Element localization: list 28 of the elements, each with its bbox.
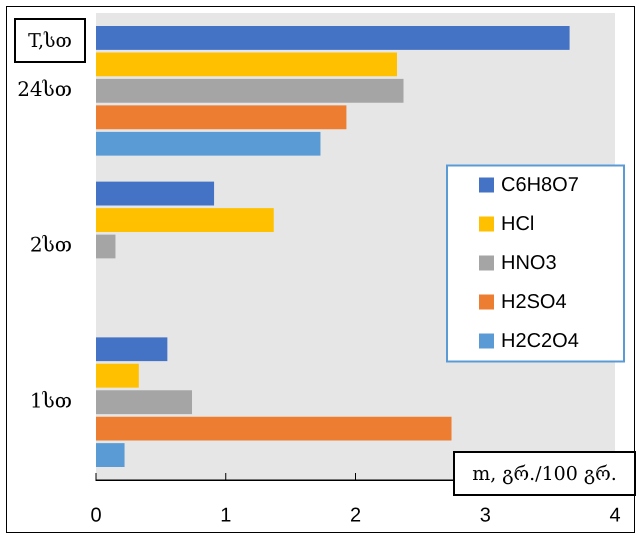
- bar: [96, 364, 139, 388]
- x-tick-label: 2: [350, 504, 362, 527]
- bar: [96, 208, 274, 232]
- bar: [96, 337, 168, 362]
- bar: [96, 182, 214, 206]
- x-tick-label: 1: [220, 504, 232, 527]
- bar: [96, 132, 320, 156]
- legend-label: HCl: [501, 213, 534, 236]
- bar: [96, 443, 125, 467]
- x-tick-label: 3: [480, 504, 491, 527]
- bar: [96, 105, 346, 130]
- y-tick-label: 2სთ: [30, 232, 72, 257]
- y-tick-label: 24სთ: [17, 77, 72, 102]
- legend-label: H2SO4: [501, 291, 567, 314]
- x-tick-label: 4: [609, 504, 621, 527]
- bar: [96, 26, 570, 50]
- x-axis-title: m, გრ./100 გრ.: [453, 451, 636, 496]
- y-axis-title: T,სთ: [14, 18, 86, 63]
- legend-label: C6H8O7: [501, 174, 579, 196]
- bar: [96, 52, 398, 76]
- bar: [96, 234, 116, 258]
- x-tick-label: 0: [90, 504, 102, 527]
- bar: [96, 78, 404, 103]
- legend-label: HNO3: [501, 252, 557, 274]
- bar: [96, 390, 192, 414]
- bar: [96, 416, 452, 441]
- y-tick-label: 1სთ: [30, 388, 72, 412]
- legend-label: H2C2O4: [501, 330, 579, 352]
